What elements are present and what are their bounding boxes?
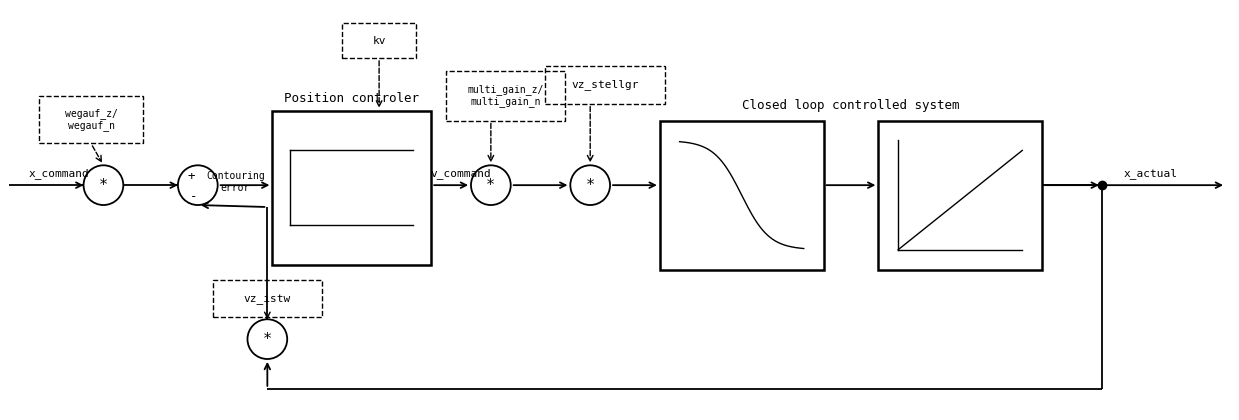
Text: *: * [486, 178, 496, 193]
Bar [878, 121, 1042, 270]
Text: multi_gain_z/
multi_gain_n: multi_gain_z/ multi_gain_n [467, 84, 544, 108]
Text: *: * [99, 178, 108, 193]
Bar [446, 71, 565, 121]
Text: *: * [263, 332, 271, 346]
Text: error: error [221, 183, 250, 193]
Bar [38, 96, 144, 144]
Text: kv: kv [373, 36, 385, 46]
Bar [659, 121, 824, 270]
Bar [213, 280, 322, 317]
Text: vz_istw: vz_istw [244, 293, 291, 304]
Text: Contouring: Contouring [206, 171, 265, 181]
Text: Closed loop controlled system: Closed loop controlled system [742, 99, 960, 112]
Text: x_actual: x_actual [1124, 168, 1177, 178]
Text: *: * [586, 178, 595, 193]
Text: vz_stellgr: vz_stellgr [571, 79, 639, 90]
Bar [273, 110, 431, 265]
Text: wegauf_z/
wegauf_n: wegauf_z/ wegauf_n [64, 108, 118, 131]
Text: v_command: v_command [431, 168, 492, 178]
Bar [342, 23, 416, 58]
Text: Position controler: Position controler [284, 92, 419, 105]
Bar [545, 66, 664, 104]
Text: -: - [190, 189, 197, 202]
Text: +: + [187, 170, 195, 183]
Text: x_command: x_command [28, 168, 89, 178]
